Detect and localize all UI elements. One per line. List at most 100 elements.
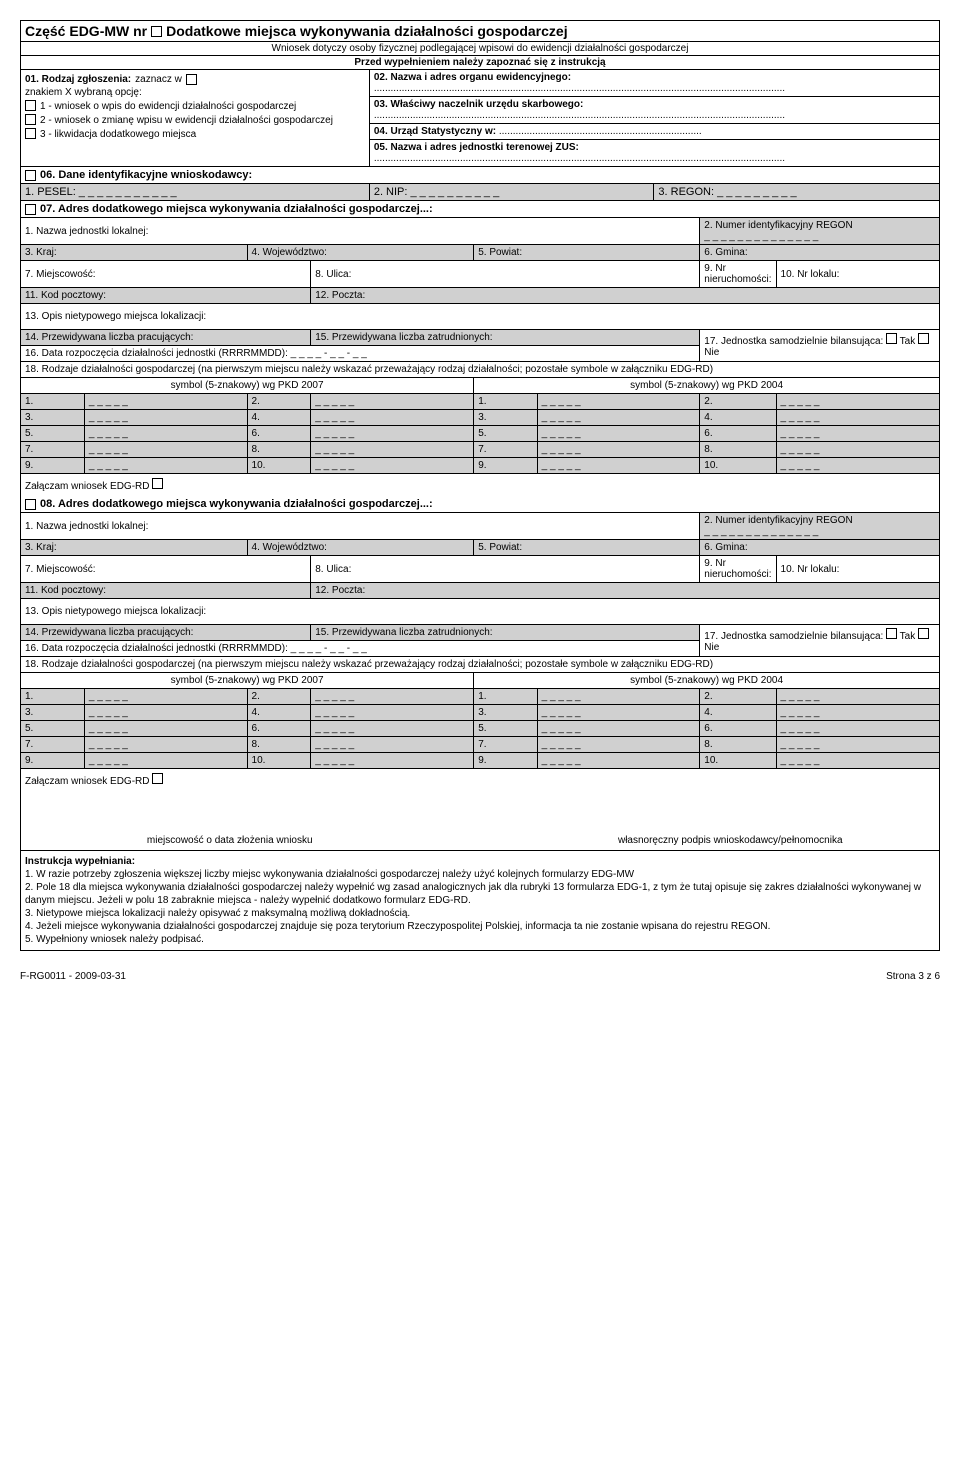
f9-nr-nier[interactable]: 9. Nr nieruchomości: (700, 556, 776, 583)
f3-kraj[interactable]: 3. Kraj: (21, 245, 247, 261)
f2-regon[interactable]: 2. Numer identyfikacyjny REGON_ _ _ _ _ … (700, 218, 939, 245)
pkd-input[interactable]: _ _ _ _ _ (84, 721, 247, 737)
pkd-input[interactable]: _ _ _ _ _ (537, 705, 700, 721)
nip-field[interactable]: 2. NIP: _ _ _ _ _ _ _ _ _ _ (370, 184, 655, 200)
pkd-input[interactable]: _ _ _ _ _ (311, 458, 474, 474)
f16-data[interactable]: 16. Data rozpoczęcia działalności jednos… (21, 346, 700, 362)
pesel-field[interactable]: 1. PESEL: _ _ _ _ _ _ _ _ _ _ _ (21, 184, 370, 200)
pkd-input[interactable]: _ _ _ _ _ (311, 442, 474, 458)
pkd-input[interactable]: _ _ _ _ _ (537, 442, 700, 458)
f4-woj[interactable]: 4. Województwo: (247, 540, 474, 556)
pkd-input[interactable]: _ _ _ _ _ (84, 737, 247, 753)
pkd-input[interactable]: _ _ _ _ _ (84, 689, 247, 705)
pkd-input[interactable]: _ _ _ _ _ (776, 721, 939, 737)
pkd-input[interactable]: _ _ _ _ _ (776, 753, 939, 769)
pkd-input[interactable]: _ _ _ _ _ (84, 394, 247, 410)
pkd2004-header: symbol (5-znakowy) wg PKD 2004 (474, 673, 939, 689)
address-table: 1. Nazwa jednostki lokalnej: 2. Numer id… (21, 218, 939, 496)
pkd2004-header: symbol (5-znakowy) wg PKD 2004 (474, 378, 939, 394)
f18-rodzaje: 18. Rodzaje działalności gospodarczej (n… (21, 657, 939, 673)
pkd-cell: 8. (247, 442, 311, 458)
pkd-input[interactable]: _ _ _ _ _ (311, 689, 474, 705)
pkd-input[interactable]: _ _ _ _ _ (776, 737, 939, 753)
f3-kraj[interactable]: 3. Kraj: (21, 540, 247, 556)
pkd-input[interactable]: _ _ _ _ _ (537, 721, 700, 737)
f6-gmina[interactable]: 6. Gmina: (700, 245, 939, 261)
pkd-input[interactable]: _ _ _ _ _ (776, 689, 939, 705)
f10-nr-lok[interactable]: 10. Nr lokalu: (776, 556, 939, 583)
f9-nr-nier[interactable]: 9. Nr nieruchomości: (700, 261, 776, 288)
f14-pracujacy[interactable]: 14. Przewidywana liczba pracujących: (21, 625, 311, 641)
f13-opis[interactable]: 13. Opis nietypowego miejsca lokalizacji… (21, 304, 939, 330)
sec06-checkbox[interactable] (25, 170, 36, 181)
f2-regon[interactable]: 2. Numer identyfikacyjny REGON_ _ _ _ _ … (700, 513, 939, 540)
sec07-checkbox[interactable] (25, 204, 36, 215)
sec03: 03. Właściwy naczelnik urzędu skarbowego… (370, 97, 939, 124)
pkd-input[interactable]: _ _ _ _ _ (311, 410, 474, 426)
f5-powiat[interactable]: 5. Powiat: (474, 540, 700, 556)
pkd-input[interactable]: _ _ _ _ _ (776, 410, 939, 426)
sec08-checkbox[interactable] (25, 499, 36, 510)
tak-checkbox[interactable] (886, 628, 897, 639)
f16-data[interactable]: 16. Data rozpoczęcia działalności jednos… (21, 641, 700, 657)
f7-miejscowosc[interactable]: 7. Miejscowość: (21, 556, 311, 583)
pkd-cell: 9. (474, 753, 537, 769)
pkd-input[interactable]: _ _ _ _ _ (84, 753, 247, 769)
nie-checkbox[interactable] (918, 333, 929, 344)
pkd-cell: 10. (700, 753, 776, 769)
pkd-input[interactable]: _ _ _ _ _ (311, 753, 474, 769)
f6-gmina[interactable]: 6. Gmina: (700, 540, 939, 556)
f15-zatrudnieni[interactable]: 15. Przewidywana liczba zatrudnionych: (311, 625, 700, 641)
f11-kod[interactable]: 11. Kod pocztowy: (21, 583, 311, 599)
f12-poczta[interactable]: 12. Poczta: (311, 288, 939, 304)
f5-powiat[interactable]: 5. Powiat: (474, 245, 700, 261)
pkd-input[interactable]: _ _ _ _ _ (537, 737, 700, 753)
pkd-input[interactable]: _ _ _ _ _ (537, 394, 700, 410)
pkd-cell: 2. (700, 689, 776, 705)
tak-checkbox[interactable] (886, 333, 897, 344)
opt3-checkbox[interactable] (25, 128, 36, 139)
pkd-input[interactable]: _ _ _ _ _ (311, 705, 474, 721)
opt2-checkbox[interactable] (25, 114, 36, 125)
pkd-input[interactable]: _ _ _ _ _ (537, 426, 700, 442)
pkd-input[interactable]: _ _ _ _ _ (537, 753, 700, 769)
pkd-input[interactable]: _ _ _ _ _ (776, 426, 939, 442)
f1-nazwa-jednostki[interactable]: 1. Nazwa jednostki lokalnej: (21, 218, 700, 245)
pkd-input[interactable]: _ _ _ _ _ (776, 442, 939, 458)
f13-opis[interactable]: 13. Opis nietypowego miejsca lokalizacji… (21, 599, 939, 625)
pkd-input[interactable]: _ _ _ _ _ (311, 394, 474, 410)
pkd-input[interactable]: _ _ _ _ _ (776, 458, 939, 474)
pkd-input[interactable]: _ _ _ _ _ (311, 426, 474, 442)
f15-zatrudnieni[interactable]: 15. Przewidywana liczba zatrudnionych: (311, 330, 700, 346)
f12-poczta[interactable]: 12. Poczta: (311, 583, 939, 599)
pkd-input[interactable]: _ _ _ _ _ (537, 458, 700, 474)
sec02-label: 02. Nazwa i adres organu ewidencyjnego: (374, 72, 571, 83)
pkd-input[interactable]: _ _ _ _ _ (776, 705, 939, 721)
pkd-input[interactable]: _ _ _ _ _ (84, 458, 247, 474)
pkd-input[interactable]: _ _ _ _ _ (311, 721, 474, 737)
pkd-input[interactable]: _ _ _ _ _ (84, 410, 247, 426)
pkd-input[interactable]: _ _ _ _ _ (537, 410, 700, 426)
f8-ulica[interactable]: 8. Ulica: (311, 556, 700, 583)
pkd-input[interactable]: _ _ _ _ _ (776, 394, 939, 410)
opt1-checkbox[interactable] (25, 100, 36, 111)
attach-checkbox[interactable] (152, 773, 163, 784)
regon-field[interactable]: 3. REGON: _ _ _ _ _ _ _ _ _ (654, 184, 939, 200)
pkd-cell: 6. (247, 426, 311, 442)
f10-nr-lok[interactable]: 10. Nr lokalu: (776, 261, 939, 288)
pkd-cell: 7. (21, 737, 84, 753)
f1-nazwa-jednostki[interactable]: 1. Nazwa jednostki lokalnej: (21, 513, 700, 540)
pkd-input[interactable]: _ _ _ _ _ (537, 689, 700, 705)
pkd-input[interactable]: _ _ _ _ _ (84, 442, 247, 458)
nie-checkbox[interactable] (918, 628, 929, 639)
part-nr-box[interactable] (151, 26, 162, 37)
attach-checkbox[interactable] (152, 478, 163, 489)
f14-pracujacy[interactable]: 14. Przewidywana liczba pracujących: (21, 330, 311, 346)
f4-woj[interactable]: 4. Województwo: (247, 245, 474, 261)
pkd-input[interactable]: _ _ _ _ _ (84, 705, 247, 721)
f11-kod[interactable]: 11. Kod pocztowy: (21, 288, 311, 304)
f8-ulica[interactable]: 8. Ulica: (311, 261, 700, 288)
f7-miejscowosc[interactable]: 7. Miejscowość: (21, 261, 311, 288)
pkd-input[interactable]: _ _ _ _ _ (311, 737, 474, 753)
pkd-input[interactable]: _ _ _ _ _ (84, 426, 247, 442)
